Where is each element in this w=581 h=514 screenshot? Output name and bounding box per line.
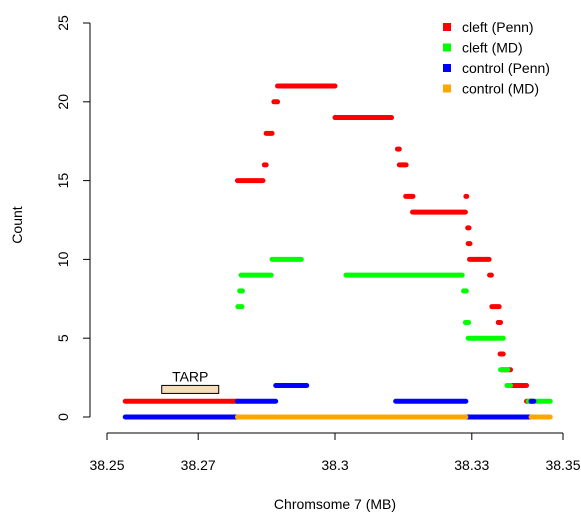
- x-axis-label: Chromsome 7 (MB): [274, 496, 396, 512]
- tarp-label: TARP: [172, 368, 208, 384]
- legend-swatch: [443, 64, 451, 72]
- y-tick-label: 15: [55, 173, 71, 189]
- legend-swatch: [443, 84, 451, 93]
- series-cleft-md-: [235, 256, 553, 404]
- y-axis-label: Count: [9, 206, 25, 243]
- x-tick-label: 38.27: [181, 457, 216, 473]
- legend-item: cleft (Penn): [443, 19, 534, 35]
- y-tick-label: 20: [55, 94, 71, 110]
- legend-item: cleft (MD): [443, 40, 523, 56]
- x-tick-label: 38.33: [454, 457, 489, 473]
- tarp-box: [161, 384, 220, 394]
- y-tick-label: 10: [55, 251, 71, 267]
- y-tick-label: 0: [55, 413, 71, 421]
- legend-label: cleft (Penn): [462, 19, 534, 35]
- legend-item: control (Penn): [443, 60, 550, 76]
- tarp-annotation: TARP: [161, 368, 220, 394]
- annotations: TARP: [161, 368, 220, 394]
- series-cleft-penn-: [122, 83, 535, 404]
- legend-swatch: [443, 43, 451, 52]
- x-tick-label: 38.3: [321, 457, 348, 473]
- legend: cleft (Penn) cleft (MD) control (Penn) cont…: [443, 19, 550, 97]
- x-tick-label: 38.35: [545, 457, 580, 473]
- series-control-penn-: [122, 382, 537, 420]
- legend-label: control (Penn): [462, 60, 550, 76]
- legend-label: control (MD): [462, 81, 539, 97]
- y-tick-label: 5: [55, 334, 71, 342]
- legend-label: cleft (MD): [462, 40, 523, 56]
- y-tick-label: 25: [55, 15, 71, 31]
- x-tick-label: 38.25: [89, 457, 124, 473]
- axes: 38.25 38.27 38.3 38.33 38.35 Chromsome 7 (MB)…: [9, 15, 581, 512]
- legend-item: control (MD): [443, 81, 539, 97]
- plot-area: [122, 83, 553, 420]
- legend-swatch: [443, 23, 451, 31]
